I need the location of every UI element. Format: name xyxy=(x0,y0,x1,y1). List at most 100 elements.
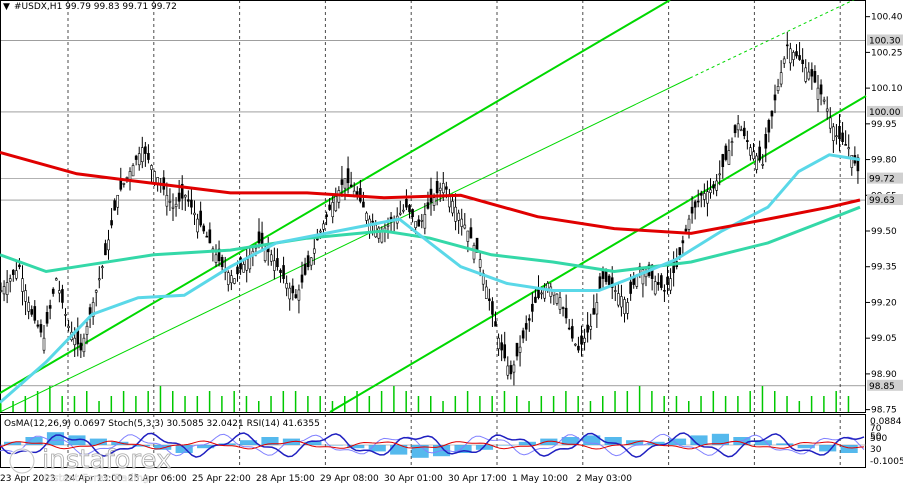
candle-body xyxy=(11,269,15,275)
level-tag-box xyxy=(867,172,903,184)
trend-channel xyxy=(0,0,867,413)
candle-body xyxy=(767,119,771,133)
volume-bar xyxy=(761,386,764,412)
volume-bar xyxy=(847,396,850,412)
volume-bar xyxy=(479,396,481,412)
volume-bar xyxy=(258,401,260,412)
candle-body xyxy=(696,200,700,203)
price-tick-label: 98.75 xyxy=(871,406,897,416)
candle-body xyxy=(398,212,402,215)
candle-body xyxy=(484,286,488,299)
candle-body xyxy=(457,212,460,221)
level-tag-label: 100.30 xyxy=(869,36,901,46)
candle-body xyxy=(288,287,292,300)
candle-body xyxy=(699,193,703,196)
candle-body xyxy=(110,220,113,226)
candle-body xyxy=(408,205,411,213)
main-plot-frame xyxy=(0,0,866,413)
time-axis: 23 Apr 2023 24 Apr 13:00 25 Apr 06:00 25 Ap… xyxy=(0,474,632,484)
candle-body xyxy=(610,277,614,288)
candle-body xyxy=(245,259,249,271)
candle-body xyxy=(297,289,301,301)
time-axis-label: 30 Apr 17:00 xyxy=(448,474,507,484)
candle-body xyxy=(402,209,405,212)
candle-body xyxy=(454,206,457,222)
candle-body xyxy=(512,364,516,373)
candle-body xyxy=(377,227,381,239)
price-tick-label: 98.90 xyxy=(871,370,897,380)
osma-bar xyxy=(840,445,858,453)
candle-body xyxy=(88,307,92,315)
volume-bar xyxy=(430,396,432,412)
candle-body xyxy=(140,147,144,163)
candle-body xyxy=(828,117,832,129)
candle-body xyxy=(521,330,525,339)
candle-body xyxy=(463,224,467,229)
candle-body xyxy=(8,278,12,282)
volume-bar xyxy=(282,391,285,412)
candle-body xyxy=(589,325,593,330)
candle-body xyxy=(681,240,685,244)
candle-body xyxy=(94,290,98,293)
candle-body xyxy=(426,202,430,209)
candle-body xyxy=(822,99,826,102)
candle-body xyxy=(583,337,586,343)
candle-body xyxy=(494,321,497,327)
candle-body xyxy=(531,303,534,312)
candle-body xyxy=(693,201,697,208)
candle-body xyxy=(171,206,175,209)
osma-bar xyxy=(604,437,622,445)
candle-body xyxy=(807,71,811,80)
ma-red-line xyxy=(0,150,861,235)
volume-bar xyxy=(810,396,813,412)
candle-body xyxy=(663,289,666,292)
candle-body xyxy=(620,296,623,308)
indicator-scale-label: 500 xyxy=(870,434,887,444)
volume-bar xyxy=(380,391,383,412)
volume-bar xyxy=(589,401,592,412)
osma-bar xyxy=(347,445,365,449)
volume-bar xyxy=(73,396,76,412)
time-axis-label: 24 Apr 13:00 xyxy=(64,474,123,484)
candle-body xyxy=(322,223,325,230)
candle-body xyxy=(97,278,101,281)
candle-body xyxy=(653,281,657,295)
candle-body xyxy=(119,179,123,190)
candle-body xyxy=(445,186,448,190)
volume-bar xyxy=(356,391,358,412)
ma-teal-line xyxy=(0,205,861,274)
candle-body xyxy=(730,141,734,143)
candle-body xyxy=(73,337,77,346)
candle-body xyxy=(764,133,768,149)
osma-bar xyxy=(175,445,193,453)
candle-body xyxy=(819,84,823,95)
price-tick-label: 100.40 xyxy=(871,13,903,23)
osma-bar xyxy=(368,445,386,452)
volume-bar xyxy=(405,391,407,412)
osma-bar xyxy=(25,437,43,445)
candle-body xyxy=(174,203,178,207)
candle-body xyxy=(21,278,24,292)
candle-body xyxy=(497,337,500,350)
candle-body xyxy=(319,230,322,233)
volume-bar xyxy=(147,391,149,412)
time-axis-label: 28 Apr 15:00 xyxy=(256,474,315,484)
candle-body xyxy=(346,168,350,184)
candle-body xyxy=(555,293,559,304)
osma-bar xyxy=(261,437,279,445)
candle-body xyxy=(718,173,722,176)
level-tag-box xyxy=(867,194,903,206)
candle-body xyxy=(30,309,34,315)
level-tag-box xyxy=(867,379,903,391)
candle-body xyxy=(451,200,454,214)
candle-body xyxy=(104,243,107,256)
price-tick-label: 99.95 xyxy=(871,120,897,130)
candle-body xyxy=(39,324,43,333)
indicator-plot-frame xyxy=(0,414,866,468)
candle-body xyxy=(423,214,427,229)
candle-body xyxy=(279,269,282,273)
candle-body xyxy=(285,283,288,289)
dropdown-arrow-icon[interactable]: ▼ xyxy=(3,2,10,12)
